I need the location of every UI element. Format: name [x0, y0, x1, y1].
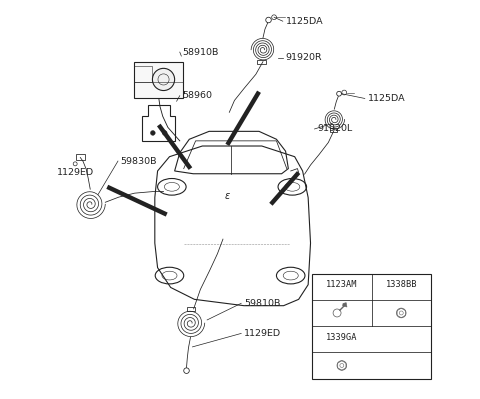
Circle shape: [162, 130, 167, 135]
Text: 1339GA: 1339GA: [326, 333, 358, 342]
Text: 59830B: 59830B: [120, 156, 157, 166]
Text: 1123AM: 1123AM: [326, 280, 358, 289]
Bar: [76, 154, 85, 160]
Bar: [187, 307, 195, 311]
Text: 58960: 58960: [182, 91, 213, 100]
Bar: [312, 274, 431, 379]
Bar: [134, 66, 152, 82]
Bar: [330, 128, 337, 132]
Polygon shape: [343, 303, 347, 307]
Circle shape: [272, 15, 276, 20]
Bar: [257, 59, 266, 63]
Text: 58910B: 58910B: [182, 47, 219, 57]
Text: 1129ED: 1129ED: [244, 329, 281, 338]
Text: ε: ε: [225, 192, 230, 201]
Text: 1338BB: 1338BB: [385, 280, 417, 289]
Circle shape: [150, 130, 155, 135]
Text: 59810B: 59810B: [244, 299, 280, 308]
Text: 1129ED: 1129ED: [57, 168, 94, 177]
Text: 91920L: 91920L: [317, 124, 352, 134]
Text: 1125DA: 1125DA: [286, 17, 323, 26]
Text: 91920R: 91920R: [286, 53, 322, 62]
Circle shape: [342, 90, 347, 95]
Text: 1125DA: 1125DA: [368, 94, 405, 103]
Circle shape: [153, 68, 175, 91]
Bar: [134, 61, 183, 98]
